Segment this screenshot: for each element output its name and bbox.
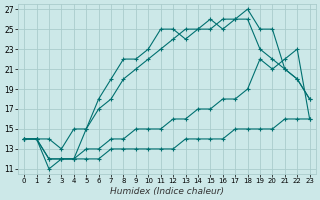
X-axis label: Humidex (Indice chaleur): Humidex (Indice chaleur) <box>110 187 224 196</box>
